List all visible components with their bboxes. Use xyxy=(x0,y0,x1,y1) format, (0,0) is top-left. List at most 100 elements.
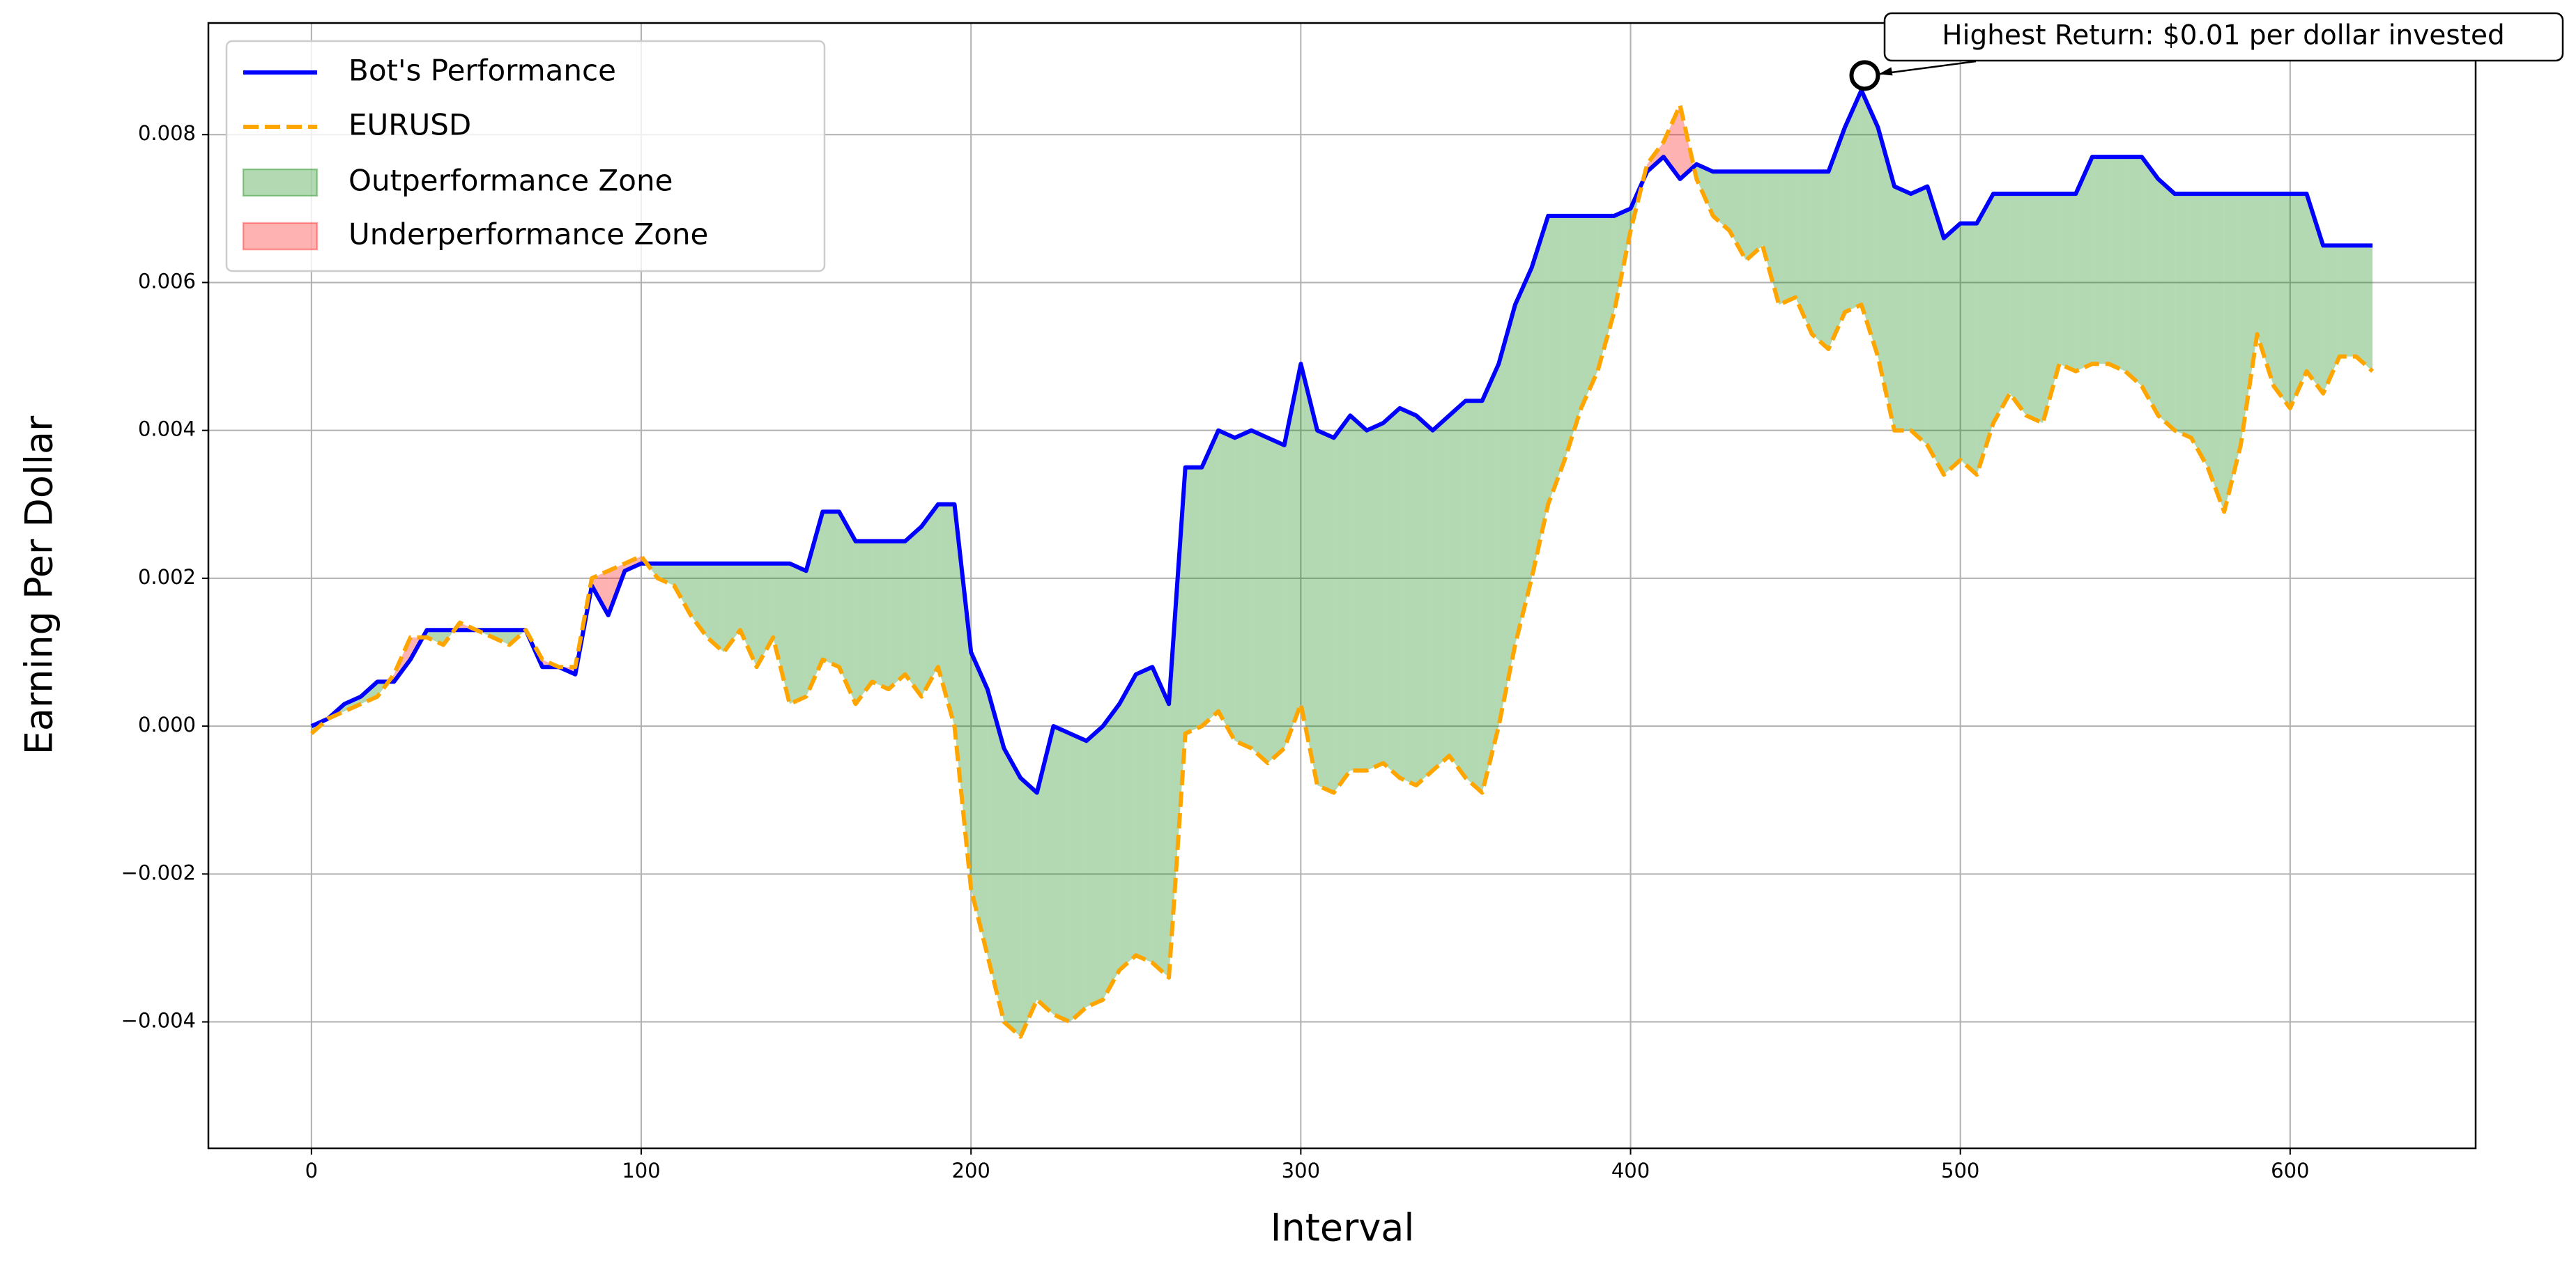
outperformance-fill xyxy=(1119,674,1136,971)
outperformance-fill xyxy=(2026,194,2043,424)
outperformance-fill xyxy=(1861,90,1878,357)
y-tick-label: 0.004 xyxy=(138,417,196,441)
outperformance-fill xyxy=(1779,171,1796,305)
outperformance-fill xyxy=(1696,164,1713,216)
outperformance-fill xyxy=(1910,186,1928,445)
outperformance-fill xyxy=(740,563,757,668)
outperformance-fill xyxy=(674,563,691,615)
annotation-arrowhead xyxy=(1878,67,1893,76)
outperformance-fill xyxy=(971,652,988,956)
outperformance-fill xyxy=(1465,401,1482,793)
annotation-text: Highest Return: $0.01 per dollar investe… xyxy=(1942,20,2504,52)
outperformance-fill xyxy=(1086,726,1103,1008)
outperformance-fill xyxy=(1548,215,1565,504)
outperformance-fill xyxy=(443,630,454,645)
legend-box xyxy=(225,40,826,272)
outperformance-fill xyxy=(2141,157,2159,416)
outperformance-fill xyxy=(2009,194,2027,416)
outperformance-fill xyxy=(1284,364,1301,748)
outperformance-fill xyxy=(2125,157,2142,386)
outperformance-fill xyxy=(790,563,806,704)
legend-handle xyxy=(242,168,319,197)
outperformance-fill xyxy=(1400,408,1416,785)
legend-label: Underperformance Zone xyxy=(348,217,708,252)
x-tick-label: 400 xyxy=(1611,1159,1650,1182)
outperformance-fill xyxy=(2076,157,2092,371)
outperformance-fill xyxy=(1729,171,1747,261)
outperformance-fill xyxy=(1185,467,1202,734)
outperformance-fill xyxy=(1977,194,1993,475)
outperformance-fill xyxy=(987,689,1004,1022)
outperformance-fill xyxy=(1712,171,1730,231)
y-tick-label: −0.002 xyxy=(121,861,196,884)
series-line xyxy=(310,88,2373,795)
outperformance-fill xyxy=(493,630,509,645)
y-tick-label: 0.000 xyxy=(138,713,196,737)
outperformance-fill xyxy=(954,504,972,889)
outperformance-fill xyxy=(1152,667,1170,978)
outperformance-fill xyxy=(1531,215,1549,578)
annotation-marker xyxy=(1849,60,1880,91)
outperformance-fill xyxy=(1383,408,1400,778)
outperformance-fill xyxy=(2240,194,2257,445)
outperformance-fill xyxy=(937,504,955,727)
y-tick-label: 0.002 xyxy=(138,565,196,589)
outperformance-fill xyxy=(1301,364,1317,785)
outperformance-fill xyxy=(1482,364,1499,793)
outperformance-fill xyxy=(2207,194,2225,512)
outperformance-fill xyxy=(1811,171,1829,349)
outperformance-fill xyxy=(691,563,707,638)
outperformance-fill xyxy=(1036,726,1054,1015)
outperformance-fill xyxy=(1234,430,1252,748)
outperformance-fill xyxy=(838,511,856,704)
outperformance-fill xyxy=(1416,415,1433,785)
outperformance-fill xyxy=(1828,127,1846,349)
outperformance-fill xyxy=(1135,667,1153,963)
outperformance-fill xyxy=(1202,430,1219,727)
outperformance-fill xyxy=(2306,194,2324,394)
x-tick-label: 600 xyxy=(2271,1159,2309,1182)
outperformance-fill xyxy=(1103,704,1120,1000)
outperformance-fill xyxy=(2043,194,2060,424)
outperformance-fill xyxy=(872,541,889,690)
outperformance-fill xyxy=(756,563,774,668)
outperformance-fill xyxy=(1564,215,1581,461)
outperformance-fill xyxy=(2059,194,2076,371)
legend: Bot's Performance EURUSD Outperformance Zo… xyxy=(225,40,826,272)
outperformance-fill xyxy=(1053,726,1071,1022)
x-tick-label: 200 xyxy=(952,1159,990,1182)
outperformance-fill xyxy=(509,630,526,645)
outperformance-fill xyxy=(1333,415,1351,793)
outperformance-fill xyxy=(1845,90,1862,312)
grid xyxy=(208,23,2476,1148)
legend-label: Bot's Performance xyxy=(348,54,616,88)
outperformance-fill xyxy=(1449,401,1466,778)
outperformance-fill xyxy=(1004,748,1021,1037)
legend-handle xyxy=(242,222,319,251)
outperformance-fill xyxy=(2339,245,2356,357)
outperformance-fill xyxy=(888,541,905,690)
outperformance-fill xyxy=(2108,157,2126,371)
outperformance-fill xyxy=(1746,171,1763,261)
outperformance-fill xyxy=(1317,430,1334,793)
annotation-box xyxy=(1883,12,2564,62)
outperformance-fill xyxy=(2224,194,2241,512)
legend-label: EURUSD xyxy=(348,108,471,142)
y-axis-label: Earning Per Dollar xyxy=(17,415,61,755)
outperformance-fill xyxy=(1251,430,1268,764)
outperformance-fill xyxy=(723,563,740,652)
outperformance-fill xyxy=(2323,245,2340,394)
outperformance-fill xyxy=(2175,194,2191,438)
outperformance-fill xyxy=(707,563,724,652)
outperformance-fill xyxy=(921,504,938,697)
outperformance-fill xyxy=(2191,194,2208,468)
outperformance-fill xyxy=(2257,194,2274,386)
outperformance-fill xyxy=(822,511,839,668)
outperformance-fill xyxy=(1268,438,1285,764)
x-tick-label: 500 xyxy=(1941,1159,1979,1182)
outperformance-fill xyxy=(1515,268,1532,645)
outperformance-fill xyxy=(1432,415,1450,771)
outperformance-fill xyxy=(1169,467,1186,978)
